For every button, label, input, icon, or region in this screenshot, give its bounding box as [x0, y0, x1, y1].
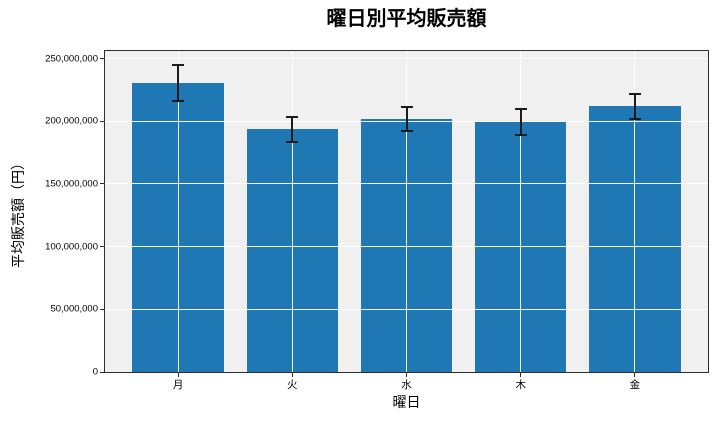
error-bar-cap: [172, 64, 185, 67]
y-tick-mark: [100, 308, 104, 310]
error-bar: [177, 65, 180, 101]
x-tick-label: 水: [401, 379, 412, 391]
y-tick-label: 200,000,000: [45, 115, 98, 127]
x-tick-mark: [634, 373, 636, 377]
y-axis-label: 平均販売額（円）: [4, 51, 32, 372]
gridline-horizontal: [105, 246, 708, 248]
gridline-horizontal: [105, 183, 708, 185]
error-bar: [633, 93, 636, 119]
x-tick-mark: [406, 373, 407, 377]
x-axis-label: 曜日: [392, 394, 421, 410]
error-bar: [405, 107, 408, 132]
gridline-vertical: [177, 51, 179, 372]
error-bar-cap: [286, 140, 299, 143]
y-tick-mark: [100, 120, 104, 122]
error-bar-cap: [628, 117, 641, 120]
error-bar-cap: [286, 115, 299, 118]
y-tick-label: 250,000,000: [45, 52, 98, 64]
y-tick-mark: [100, 246, 104, 248]
gridline-vertical: [520, 51, 522, 372]
plot-area: [105, 51, 708, 372]
y-tick-label: 150,000,000: [45, 178, 98, 190]
x-tick-label: 月: [172, 379, 184, 391]
gridline-vertical: [634, 51, 636, 372]
error-bar-cap: [514, 107, 527, 110]
gridline-vertical: [406, 51, 407, 372]
y-tick-mark: [100, 371, 104, 373]
error-bar-cap: [400, 106, 413, 109]
y-tick-label: 0: [92, 366, 98, 378]
error-bar-cap: [514, 134, 527, 136]
gridline-horizontal: [105, 58, 708, 60]
error-bar: [519, 108, 522, 135]
y-tick-label: 100,000,000: [45, 240, 98, 252]
x-tick-label: 火: [287, 379, 298, 391]
x-tick-mark: [177, 373, 179, 377]
gridline-vertical: [291, 51, 293, 372]
y-tick-mark: [100, 183, 104, 185]
gridline-horizontal: [105, 308, 708, 310]
x-tick-mark: [520, 373, 522, 377]
y-tick-label: 50,000,000: [50, 303, 98, 315]
error-bar-cap: [172, 99, 185, 102]
error-bar: [291, 116, 294, 142]
chart-title: 曜日別平均販売額: [326, 8, 487, 30]
x-tick-mark: [291, 373, 293, 377]
x-tick-label: 木: [515, 379, 526, 391]
error-bar-cap: [400, 130, 413, 133]
error-bar-cap: [628, 92, 641, 95]
x-tick-label: 金: [629, 379, 641, 391]
y-tick-mark: [100, 58, 104, 60]
